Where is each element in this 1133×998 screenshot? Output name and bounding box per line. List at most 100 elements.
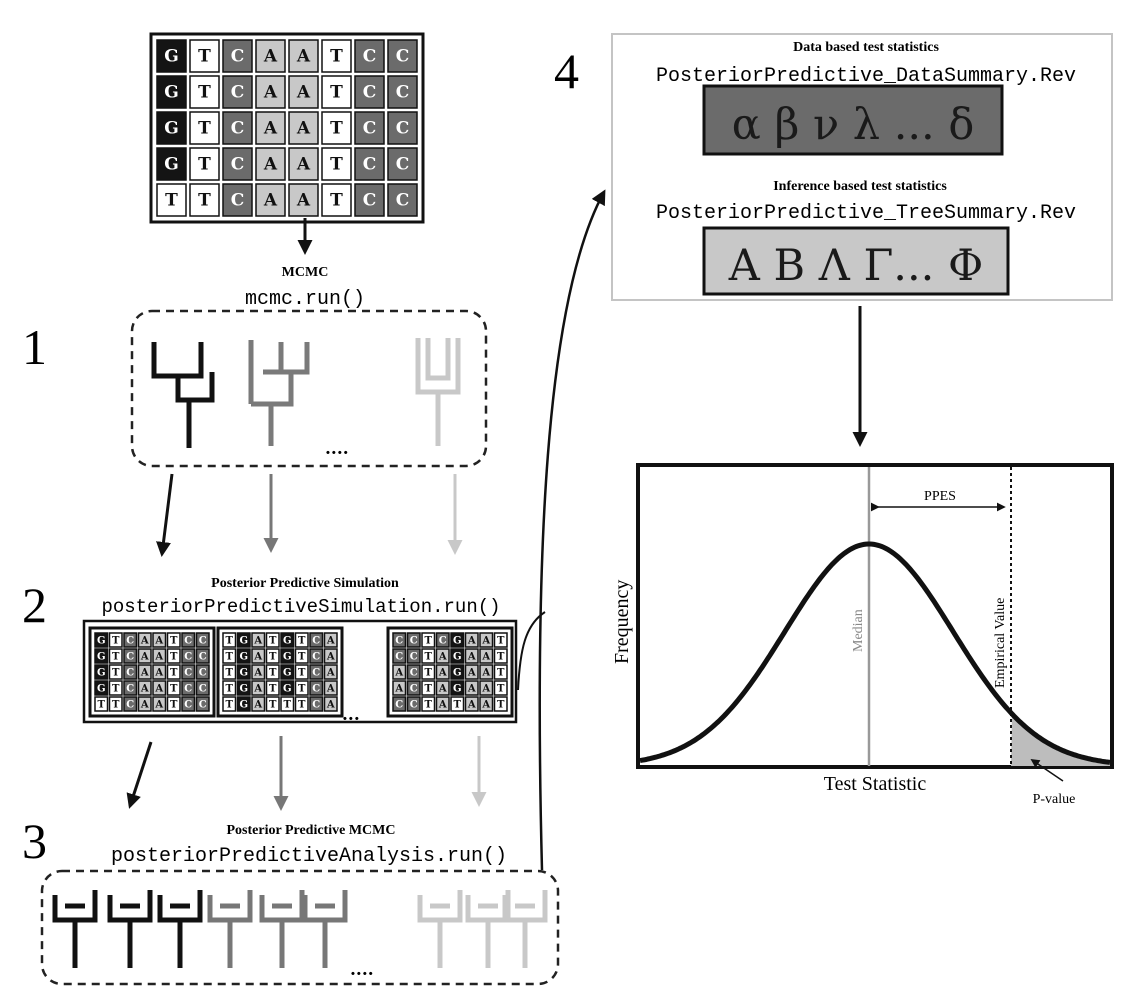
sim-alignment-1-base: T xyxy=(170,700,178,711)
alignment-base: C xyxy=(231,119,245,139)
sim-alignment-1-base: A xyxy=(154,700,163,711)
sim-alignment-1-base: A xyxy=(154,684,163,695)
sim-alignment-2-base: G xyxy=(283,684,292,695)
sim-alignment-2-frame xyxy=(216,626,344,718)
sim-alignment-2-base: T xyxy=(269,636,277,647)
sim-alignment-1-cell xyxy=(123,696,138,712)
sim-alignment-1-base: C xyxy=(184,652,192,663)
sim-alignment-3-base: A xyxy=(394,668,403,679)
sim-alignment-2-cell xyxy=(323,664,338,680)
distribution-plot-frame xyxy=(636,463,1114,769)
sim-alignment-1-base: C xyxy=(184,636,192,647)
sim-alignment-2-base: T xyxy=(269,684,277,695)
sim-alignment-2-base: A xyxy=(253,668,262,679)
sim-alignment-2-base: G xyxy=(239,684,248,695)
sim-alignment-3-cell xyxy=(406,664,421,680)
sim-alignment-1-base: A xyxy=(140,668,149,679)
sim-alignment-3-cell xyxy=(392,632,407,648)
alignment-cell xyxy=(321,75,352,109)
alignment-base: A xyxy=(296,83,311,103)
sim-alignment-2-base: G xyxy=(239,668,248,679)
sim-alignment-2-base: G xyxy=(283,636,292,647)
sim-alignment-1-cell xyxy=(94,680,109,696)
sim-alignment-3-base: A xyxy=(438,700,447,711)
alignment-base: A xyxy=(263,191,278,211)
empirical-value-label: Empirical Value xyxy=(993,598,1008,688)
sim-alignment-3-cell xyxy=(479,696,494,712)
sim-alignment-2-base: A xyxy=(326,684,335,695)
data-stats-title: Data based test statistics xyxy=(793,40,939,55)
alignment-cell xyxy=(189,39,220,73)
inference-stats-symbols: Α Β Λ Γ... Φ xyxy=(728,241,983,291)
sim-alignment-2-cell xyxy=(323,648,338,664)
alignment-base: C xyxy=(396,47,410,67)
alignment-cell xyxy=(222,147,253,181)
sim-alignment-2-cell xyxy=(309,632,324,648)
sim-alignment-1-cell xyxy=(152,632,167,648)
posterior-tree-2 xyxy=(248,340,310,446)
p-value-area xyxy=(1011,713,1110,766)
alignment-base: A xyxy=(296,191,311,211)
sim-alignment-2-cell xyxy=(280,696,295,712)
alignment-base: C xyxy=(396,155,410,175)
alignment-cell xyxy=(255,147,286,181)
sim-alignment-2-base: T xyxy=(269,652,277,663)
sim-alignment-3-base: C xyxy=(395,700,403,711)
alignment-base: T xyxy=(198,83,211,103)
alignment-cell xyxy=(189,147,220,181)
alignment-cell xyxy=(387,111,418,145)
alignment-base: C xyxy=(363,119,377,139)
posterior-tree-1 xyxy=(151,342,215,448)
p-value-label: P-value xyxy=(1033,792,1076,807)
sim-alignment-2-cell xyxy=(265,648,280,664)
alignment-cell xyxy=(156,111,187,145)
alignment-cell xyxy=(288,183,319,217)
sim-alignment-2-base: T xyxy=(284,700,292,711)
sim-alignment-2-base: G xyxy=(283,668,292,679)
sim-alignment-1-cell xyxy=(195,680,210,696)
sim-alignment-3-cell xyxy=(493,632,508,648)
sim-alignment-2-cell xyxy=(323,632,338,648)
sim-alignment-1-base: T xyxy=(170,652,178,663)
alignment-cell xyxy=(189,111,220,145)
simulation-title: Posterior Predictive Simulation xyxy=(211,576,399,591)
alignment-cell xyxy=(321,147,352,181)
sim-alignment-3-base: C xyxy=(395,636,403,647)
sim-alignment-1-base: C xyxy=(184,668,192,679)
sim-alignment-3-cell xyxy=(421,648,436,664)
sim-alignment-1-cell xyxy=(195,648,210,664)
sim-alignment-2-base: G xyxy=(239,700,248,711)
alignment-cell xyxy=(354,147,385,181)
sim-alignment-1-cell xyxy=(94,632,109,648)
alignment-cell xyxy=(288,75,319,109)
pp-tree-7 xyxy=(417,890,463,968)
sim-alignment-1-base: T xyxy=(112,636,120,647)
sim-alignment-2-cell xyxy=(222,648,237,664)
sim-alignment-2-cell xyxy=(236,680,251,696)
sim-alignment-1-cell xyxy=(152,696,167,712)
alignment-cell xyxy=(354,75,385,109)
sim-alignment-2-cell xyxy=(222,632,237,648)
input-alignment: G T C A A T C CG T C A A T C CG T C A A T C CG T C A A T C CT T C A A T C C xyxy=(149,32,425,224)
sim-alignment-3-frame xyxy=(386,626,514,718)
median-label: Median xyxy=(851,609,866,652)
sim-alignment-2-base: A xyxy=(326,652,335,663)
sim-alignment-1-cell xyxy=(137,632,152,648)
alignment-base: T xyxy=(330,155,343,175)
alignment-cell xyxy=(288,39,319,73)
sim-alignment-1-base: C xyxy=(199,700,207,711)
sim-alignment-2-cell xyxy=(294,632,309,648)
sim-alignment-2-cell xyxy=(309,680,324,696)
ppmcmc-command: posteriorPredictiveAnalysis.run() xyxy=(111,845,507,868)
ppmcmc-title: Posterior Predictive MCMC xyxy=(227,823,396,838)
sim-alignment-2-base: A xyxy=(326,636,335,647)
sim-alignment-3-cell xyxy=(450,632,465,648)
sim-alignment-2-base: A xyxy=(326,668,335,679)
sim-alignment-2-cell xyxy=(309,696,324,712)
alignment-cell xyxy=(255,183,286,217)
pp-tree-1 xyxy=(52,890,98,968)
sim-alignment-2-cell xyxy=(323,696,338,712)
sim-alignment-2-base: A xyxy=(253,636,262,647)
posterior-tree-3 xyxy=(415,338,461,446)
alignment-base: C xyxy=(363,155,377,175)
